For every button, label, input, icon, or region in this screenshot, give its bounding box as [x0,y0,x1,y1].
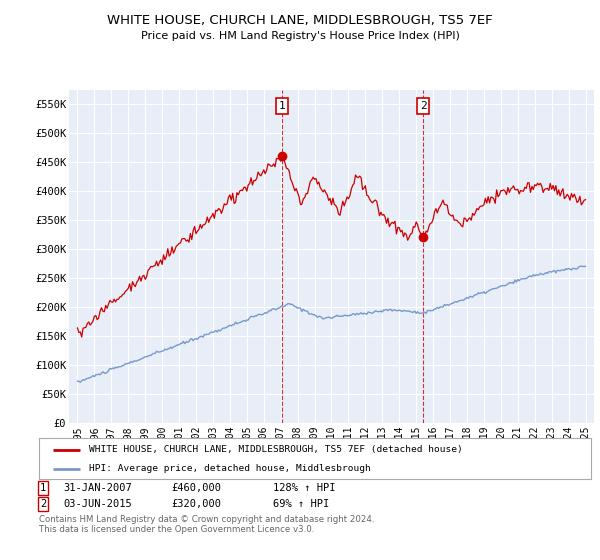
Text: 31-JAN-2007: 31-JAN-2007 [63,483,132,493]
Text: 2: 2 [40,499,46,509]
Text: 2: 2 [420,101,427,111]
Text: This data is licensed under the Open Government Licence v3.0.: This data is licensed under the Open Gov… [39,525,314,534]
Text: £320,000: £320,000 [171,499,221,509]
Text: Contains HM Land Registry data © Crown copyright and database right 2024.: Contains HM Land Registry data © Crown c… [39,515,374,524]
Text: HPI: Average price, detached house, Middlesbrough: HPI: Average price, detached house, Midd… [89,464,370,473]
Text: £460,000: £460,000 [171,483,221,493]
Text: 69% ↑ HPI: 69% ↑ HPI [273,499,329,509]
Text: 1: 1 [278,101,286,111]
Text: 128% ↑ HPI: 128% ↑ HPI [273,483,335,493]
Text: 1: 1 [40,483,46,493]
Text: 03-JUN-2015: 03-JUN-2015 [63,499,132,509]
Text: WHITE HOUSE, CHURCH LANE, MIDDLESBROUGH, TS5 7EF (detached house): WHITE HOUSE, CHURCH LANE, MIDDLESBROUGH,… [89,445,463,454]
Text: Price paid vs. HM Land Registry's House Price Index (HPI): Price paid vs. HM Land Registry's House … [140,31,460,41]
Text: WHITE HOUSE, CHURCH LANE, MIDDLESBROUGH, TS5 7EF: WHITE HOUSE, CHURCH LANE, MIDDLESBROUGH,… [107,14,493,27]
